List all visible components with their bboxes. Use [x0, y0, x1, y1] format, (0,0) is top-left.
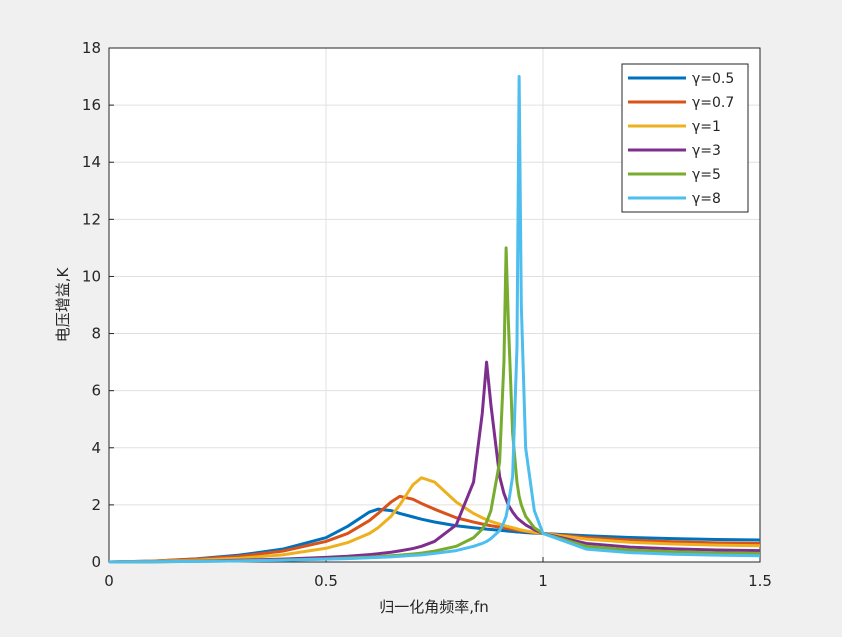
legend-box — [621, 63, 749, 213]
x-tick-label: 1 — [538, 572, 548, 590]
axes-box — [108, 47, 761, 563]
y-tick-label: 0 — [91, 553, 101, 571]
legend-label: γ=1 — [692, 119, 721, 135]
x-tick-label: 0 — [104, 572, 114, 590]
y-tick-label: 18 — [82, 39, 101, 57]
y-tick-label: 8 — [91, 325, 101, 343]
y-tick-label: 4 — [91, 439, 101, 457]
legend-label: γ=3 — [692, 143, 721, 159]
y-tick-label: 14 — [82, 153, 101, 171]
x-tick-label: 0.5 — [314, 572, 338, 590]
series-line — [108, 75, 761, 564]
y-tick-label: 16 — [82, 96, 101, 114]
x-axis-label: 归一化角频率,fn — [379, 598, 489, 616]
legend-label: γ=0.5 — [692, 71, 734, 87]
y-tick-label: 2 — [91, 496, 101, 514]
y-tick-label: 10 — [82, 267, 101, 285]
legend-label: γ=0.7 — [692, 95, 734, 111]
x-tick-label: 1.5 — [748, 572, 772, 590]
legend-label: γ=5 — [692, 167, 721, 183]
legend-label: γ=8 — [692, 191, 721, 207]
y-tick-label: 6 — [91, 382, 101, 400]
y-axis-label: 电压增益,K — [54, 267, 72, 343]
y-tick-label: 12 — [82, 210, 101, 228]
